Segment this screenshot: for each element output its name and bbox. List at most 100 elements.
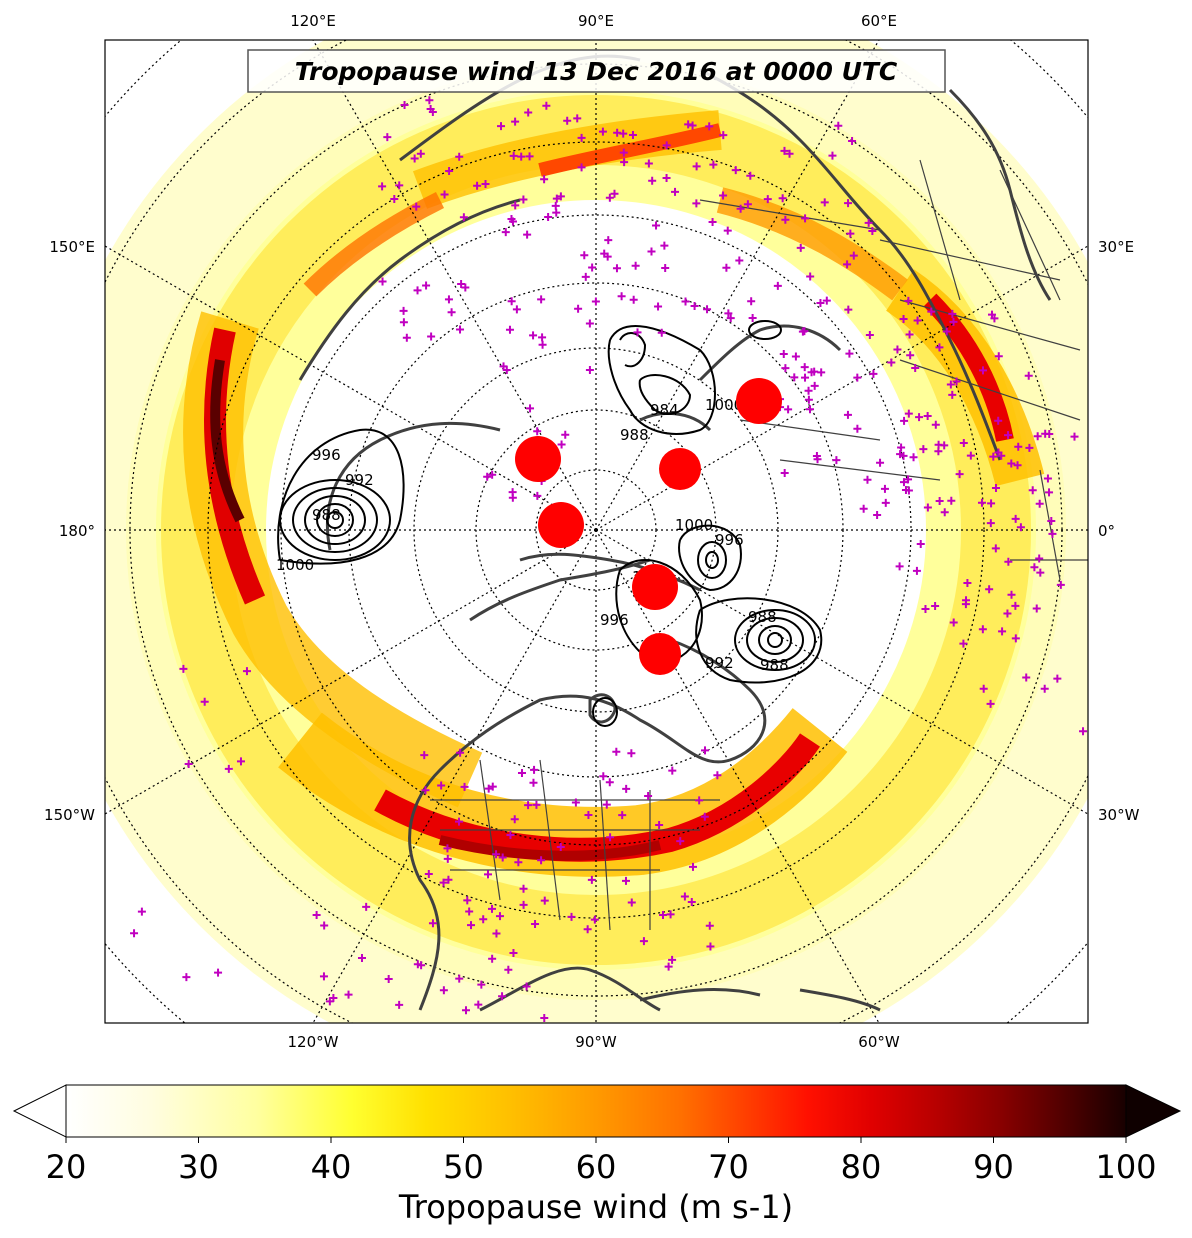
station-marker bbox=[909, 453, 918, 462]
station-marker bbox=[726, 314, 735, 323]
station-marker bbox=[499, 362, 508, 371]
station-marker bbox=[780, 146, 789, 155]
station-marker bbox=[585, 365, 594, 374]
lon-labels: 120°E 90°E 60°E 120°W 90°W 60°W 150°E 18… bbox=[44, 12, 1140, 1051]
colorbar-max-extend bbox=[1125, 1084, 1182, 1138]
station-marker bbox=[904, 296, 913, 305]
station-marker bbox=[529, 331, 538, 340]
station-marker bbox=[488, 782, 497, 791]
station-marker bbox=[590, 915, 599, 924]
station-marker bbox=[577, 163, 586, 172]
station-marker bbox=[514, 858, 523, 867]
station-marker bbox=[899, 478, 908, 487]
station-marker bbox=[428, 919, 437, 928]
station-marker bbox=[942, 327, 951, 336]
station-marker bbox=[519, 900, 528, 909]
station-marker bbox=[731, 166, 740, 175]
station-marker bbox=[647, 247, 656, 256]
station-marker bbox=[658, 911, 667, 920]
contour-label: 988 bbox=[760, 656, 789, 674]
station-marker bbox=[556, 842, 565, 851]
contour-label: 988 bbox=[620, 426, 649, 444]
station-marker bbox=[421, 786, 430, 795]
station-marker bbox=[612, 264, 621, 273]
station-marker bbox=[531, 919, 540, 928]
map-frame bbox=[104, 39, 1089, 1024]
station-marker bbox=[443, 844, 452, 853]
station-marker bbox=[843, 410, 852, 419]
station-marker bbox=[736, 204, 745, 213]
station-marker bbox=[927, 307, 936, 316]
station-marker bbox=[804, 386, 813, 395]
station-marker bbox=[1003, 609, 1012, 618]
station-marker bbox=[700, 812, 709, 821]
station-marker bbox=[805, 405, 814, 414]
station-marker bbox=[810, 381, 819, 390]
station-marker bbox=[843, 260, 852, 269]
station-marker bbox=[1022, 673, 1031, 682]
station-marker bbox=[344, 990, 353, 999]
station-marker bbox=[832, 456, 841, 465]
station-marker bbox=[895, 562, 904, 571]
station-marker bbox=[497, 122, 506, 131]
station-marker bbox=[584, 810, 593, 819]
station-marker bbox=[966, 451, 975, 460]
station-marker bbox=[899, 451, 908, 460]
lon-label: 150°E bbox=[49, 238, 95, 256]
station-marker bbox=[1041, 429, 1050, 438]
station-marker bbox=[529, 778, 538, 787]
lon-label: 30°W bbox=[1098, 806, 1140, 824]
station-marker bbox=[439, 986, 448, 995]
station-marker bbox=[859, 504, 868, 513]
station-marker bbox=[591, 297, 600, 306]
station-marker bbox=[561, 430, 570, 439]
station-marker bbox=[456, 748, 465, 757]
station-marker bbox=[479, 915, 488, 924]
station-marker bbox=[822, 296, 831, 305]
station-marker bbox=[869, 369, 878, 378]
station-marker bbox=[1040, 684, 1049, 693]
station-marker bbox=[660, 241, 669, 250]
station-marker bbox=[994, 352, 1003, 361]
station-marker bbox=[994, 448, 1003, 457]
station-marker bbox=[655, 821, 664, 830]
station-marker bbox=[505, 325, 514, 334]
station-marker bbox=[705, 122, 714, 131]
station-marker bbox=[657, 328, 666, 337]
station-marker bbox=[510, 815, 519, 824]
station-marker bbox=[719, 131, 728, 140]
station-marker bbox=[773, 281, 782, 290]
cyclone-marker bbox=[538, 502, 584, 548]
station-marker bbox=[605, 193, 614, 202]
station-marker bbox=[713, 771, 722, 780]
station-marker bbox=[319, 972, 328, 981]
station-marker bbox=[735, 256, 744, 265]
station-marker bbox=[461, 283, 470, 292]
station-marker bbox=[778, 194, 787, 203]
colorbar-tick-label: 30 bbox=[178, 1148, 219, 1186]
station-marker bbox=[236, 757, 245, 766]
station-marker bbox=[577, 133, 586, 142]
cyclone-marker bbox=[639, 633, 681, 675]
colorbar-ticks: 20 30 40 50 60 70 80 90 100 bbox=[46, 1137, 1157, 1186]
station-marker bbox=[853, 373, 862, 382]
station-marker bbox=[865, 331, 874, 340]
station-marker bbox=[488, 954, 497, 963]
station-marker bbox=[511, 117, 520, 126]
station-marker bbox=[457, 279, 466, 288]
station-marker bbox=[820, 198, 829, 207]
station-marker bbox=[844, 305, 853, 314]
station-marker bbox=[410, 154, 419, 163]
station-marker bbox=[557, 440, 566, 449]
station-marker bbox=[357, 953, 366, 962]
station-marker bbox=[688, 862, 697, 871]
station-marker bbox=[807, 368, 816, 377]
station-marker bbox=[919, 445, 928, 454]
station-marker bbox=[426, 104, 435, 113]
station-marker bbox=[923, 411, 932, 420]
colorbar-body bbox=[65, 1084, 1127, 1138]
station-marker bbox=[864, 218, 873, 227]
station-marker bbox=[395, 181, 404, 190]
station-marker bbox=[508, 493, 517, 502]
station-marker bbox=[912, 566, 921, 575]
